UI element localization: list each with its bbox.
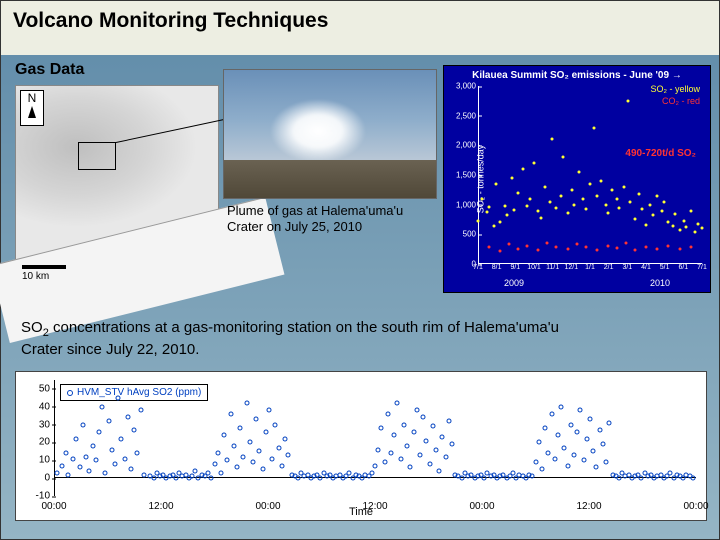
- scale-label: 10 km: [22, 271, 49, 282]
- slide: Volcano Monitoring Techniques Gas Data N…: [0, 0, 720, 540]
- north-arrow-icon: [28, 106, 36, 118]
- emissions-xticks: 7/18/19/110/111/112/11/12/13/14/15/16/17…: [478, 264, 702, 278]
- scatter-plot-area: -100102030405000:0012:0000:0012:0000:001…: [54, 380, 696, 496]
- north-indicator: N: [20, 90, 44, 126]
- scale-bar-graphic: [22, 265, 66, 269]
- map-panel: N 10 km: [15, 85, 219, 291]
- subtitle: Gas Data: [15, 61, 84, 79]
- scatter-chart: HVM_STV hAvg SO2 (ppm) -100102030405000:…: [15, 371, 707, 521]
- emissions-title: Kilauea Summit SO₂ emissions - June '09 …: [444, 70, 710, 81]
- emissions-year-right: 2010: [650, 278, 670, 288]
- emissions-chart: Kilauea Summit SO₂ emissions - June '09 …: [443, 65, 711, 293]
- body-text-content: SO2 concentrations at a gas-monitoring s…: [21, 319, 559, 358]
- emissions-plot-area: 05001,0001,5002,0002,5003,000 7/18/19/11…: [478, 86, 702, 264]
- emissions-yticks: 05001,0001,5002,0002,5003,000: [478, 86, 702, 264]
- title-band: Volcano Monitoring Techniques: [1, 1, 719, 55]
- photo-plume: [254, 96, 414, 166]
- scale-bar: 10 km: [22, 265, 66, 282]
- photo-caption: Plume of gas at Halema'uma'u Crater on J…: [227, 203, 413, 236]
- photo-panel: [223, 69, 437, 199]
- slide-title: Volcano Monitoring Techniques: [13, 9, 328, 32]
- emissions-year-left: 2009: [504, 278, 524, 288]
- zoom-rectangle: [78, 142, 116, 170]
- north-label: N: [21, 91, 43, 105]
- photo-ground: [224, 160, 436, 198]
- scatter-xlabel: Time: [349, 506, 373, 518]
- body-text: SO2 concentrations at a gas-monitoring s…: [21, 319, 581, 360]
